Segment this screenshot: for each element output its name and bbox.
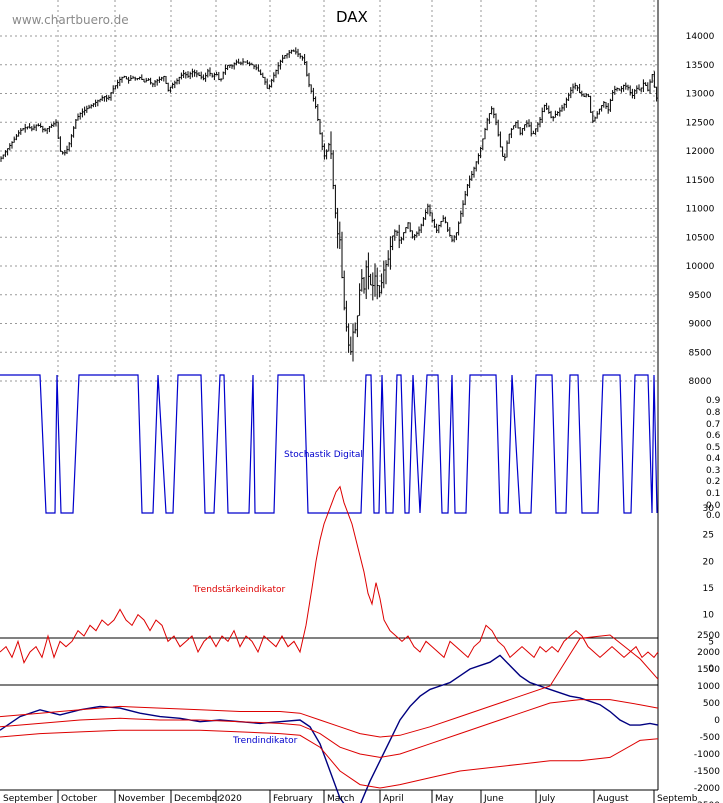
month-label: 2020 bbox=[219, 794, 242, 803]
month-label: September bbox=[3, 794, 53, 803]
trendindikator-series bbox=[0, 634, 659, 803]
trendindikator-y-tick: 500 bbox=[703, 699, 720, 709]
month-label: December bbox=[174, 794, 221, 803]
stochastik-y-tick: 0.4 bbox=[706, 454, 721, 464]
stochastik-series bbox=[0, 374, 658, 514]
trendindikator-main-line bbox=[0, 654, 659, 803]
trendindikator-label: Trendindikator bbox=[232, 736, 298, 746]
month-label: Septemb bbox=[657, 794, 698, 803]
dax-y-tick: 11000 bbox=[686, 205, 715, 215]
dax-y-tick: 10000 bbox=[686, 262, 715, 272]
trendindikator-band-line bbox=[0, 699, 659, 758]
dax-y-tick: 10500 bbox=[686, 233, 715, 243]
stochastik-y-tick: 0.3 bbox=[706, 466, 720, 476]
trendindikator-y-tick: -500 bbox=[700, 733, 721, 743]
month-label: April bbox=[383, 794, 404, 803]
trendstaerke-y-tick: 5 bbox=[708, 637, 714, 647]
y-axis-ticks: 8000850090009500100001050011000115001200… bbox=[686, 32, 721, 803]
trendindikator-band-line bbox=[0, 729, 659, 789]
month-label: May bbox=[435, 794, 454, 803]
stochastik-y-tick: 0.0 bbox=[706, 511, 721, 521]
dax-y-tick: 13000 bbox=[686, 90, 715, 100]
trendstaerke-y-tick: 25 bbox=[703, 531, 714, 541]
trendstaerke-label: Trendstärkeindikator bbox=[192, 585, 286, 595]
panel-separators bbox=[0, 0, 659, 791]
month-label: July bbox=[538, 794, 556, 803]
stochastik-line bbox=[0, 374, 658, 514]
dax-y-tick: 13500 bbox=[686, 61, 715, 71]
dax-y-tick: 9000 bbox=[689, 320, 712, 330]
trendstaerke-series bbox=[0, 485, 659, 664]
month-label: November bbox=[118, 794, 165, 803]
chart-title: DAX bbox=[336, 8, 368, 26]
stochastik-y-tick: 0.9 bbox=[706, 396, 721, 406]
trendindikator-y-tick: 0 bbox=[714, 716, 720, 726]
stochastik-y-tick: 0.0 bbox=[706, 501, 721, 511]
stochastik-y-tick: 0.8 bbox=[706, 408, 721, 418]
trendstaerke-line bbox=[0, 485, 659, 664]
dax-y-tick: 11500 bbox=[686, 176, 715, 186]
trendindikator-y-tick: -1500 bbox=[694, 767, 720, 777]
month-label: June bbox=[483, 794, 504, 803]
trendstaerke-y-tick: 10 bbox=[703, 611, 715, 621]
dax-ohlc-bars bbox=[0, 47, 659, 362]
stochastik-label: Stochastik Digital bbox=[284, 450, 363, 460]
trendindikator-y-tick: -2500 bbox=[694, 801, 720, 803]
month-label: February bbox=[273, 794, 314, 803]
dax-y-tick: 8000 bbox=[689, 377, 712, 387]
stochastik-y-tick: 0.7 bbox=[706, 420, 720, 430]
month-label: March bbox=[327, 794, 354, 803]
trendstaerke-y-tick: 20 bbox=[703, 557, 715, 567]
month-label: August bbox=[597, 794, 629, 803]
dax-y-tick: 8500 bbox=[689, 348, 712, 358]
stochastik-y-tick: 0.1 bbox=[706, 489, 720, 499]
dax-y-tick: 9500 bbox=[689, 291, 712, 301]
trendindikator-y-tick: 1000 bbox=[697, 682, 720, 692]
month-label: October bbox=[61, 794, 97, 803]
trendindikator-y-tick: 2000 bbox=[697, 648, 720, 658]
trendindikator-y-tick: 2500 bbox=[697, 631, 720, 641]
watermark: www.chartbuero.de bbox=[12, 13, 129, 27]
grid-lines bbox=[0, 0, 658, 384]
trendstaerke-y-tick: 30 bbox=[703, 504, 715, 514]
stochastik-y-tick: 0.6 bbox=[706, 431, 721, 441]
trendstaerke-y-tick: 0 bbox=[708, 664, 714, 674]
stochastik-y-tick: 0.2 bbox=[706, 477, 720, 487]
trendindikator-y-tick: 1500 bbox=[697, 665, 720, 675]
trendindikator-band-line bbox=[0, 634, 659, 738]
trendindikator-y-tick: -2000 bbox=[694, 784, 720, 794]
stochastik-y-tick: 0.5 bbox=[706, 443, 720, 453]
dax-y-tick: 14000 bbox=[686, 32, 715, 42]
trendindikator-y-tick: -1000 bbox=[694, 750, 720, 760]
dax-y-tick: 12500 bbox=[686, 118, 715, 128]
trendstaerke-y-tick: 15 bbox=[703, 584, 714, 594]
dax-y-tick: 12000 bbox=[686, 147, 715, 157]
